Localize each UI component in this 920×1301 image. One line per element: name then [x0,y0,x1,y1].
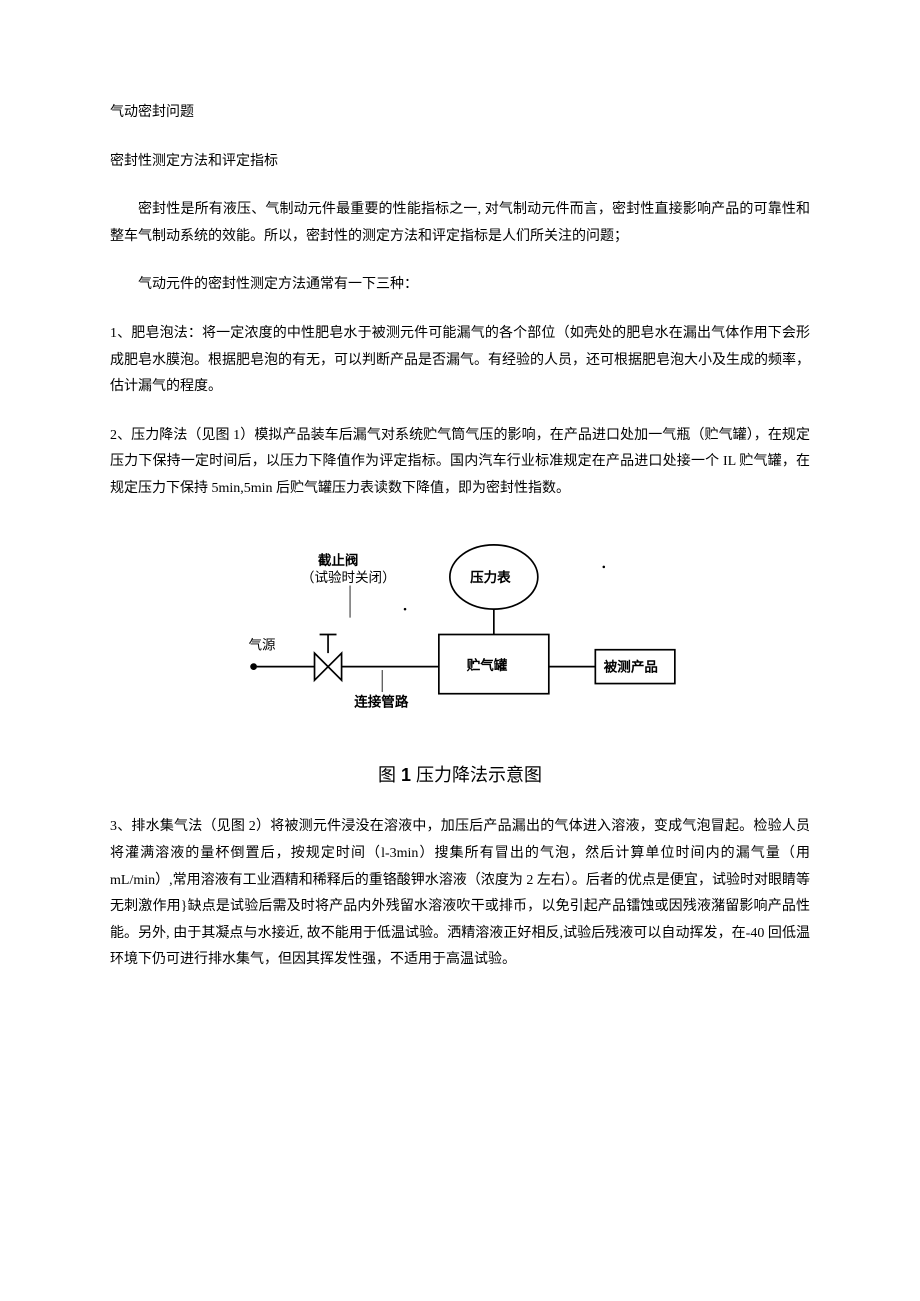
figure-1-diagram: 气源 截止阀 （试验时关闭） 连接管路 贮气罐 被测产品 压力表 [240,533,680,736]
paragraph-1: 密封性是所有液压、气制动元件最重要的性能指标之一, 对气制动元件而言，密封性直接… [110,197,810,250]
doc-title-2: 密封性测定方法和评定指标 [110,149,810,176]
svg-text:压力表: 压力表 [470,569,511,585]
paragraph-4: 2、压力降法（见图 1）模拟产品装车后漏气对系统贮气筒气压的影响，在产品进口处加… [110,423,810,503]
svg-text:（试验时关闭）: （试验时关闭） [301,570,396,585]
svg-text:连接管路: 连接管路 [354,693,409,709]
svg-text:截止阀: 截止阀 [318,552,359,568]
svg-text:被测产品: 被测产品 [604,658,658,674]
figure-1-caption: 图 1 压力降法示意图 [110,758,810,792]
svg-text:贮气罐: 贮气罐 [466,657,508,673]
figure-caption-prefix: 图 [378,765,401,785]
paragraph-3: 1、肥皂泡法：将一定浓度的中性肥皂水于被测元件可能漏气的各个部位（如壳处的肥皂水… [110,321,810,401]
paragraph-5: 3、排水集气法（见图 2）将被测元件浸没在溶液中，加压后产品漏出的气体进入溶液，… [110,814,810,974]
figure-1: 气源 截止阀 （试验时关闭） 连接管路 贮气罐 被测产品 压力表 [110,533,810,747]
doc-title-1: 气动密封问题 [110,100,810,127]
figure-caption-number: 1 [401,765,411,785]
svg-text:气源: 气源 [249,637,277,652]
figure-caption-text: 压力降法示意图 [411,765,542,785]
paragraph-2: 气动元件的密封性测定方法通常有一下三种： [110,272,810,299]
